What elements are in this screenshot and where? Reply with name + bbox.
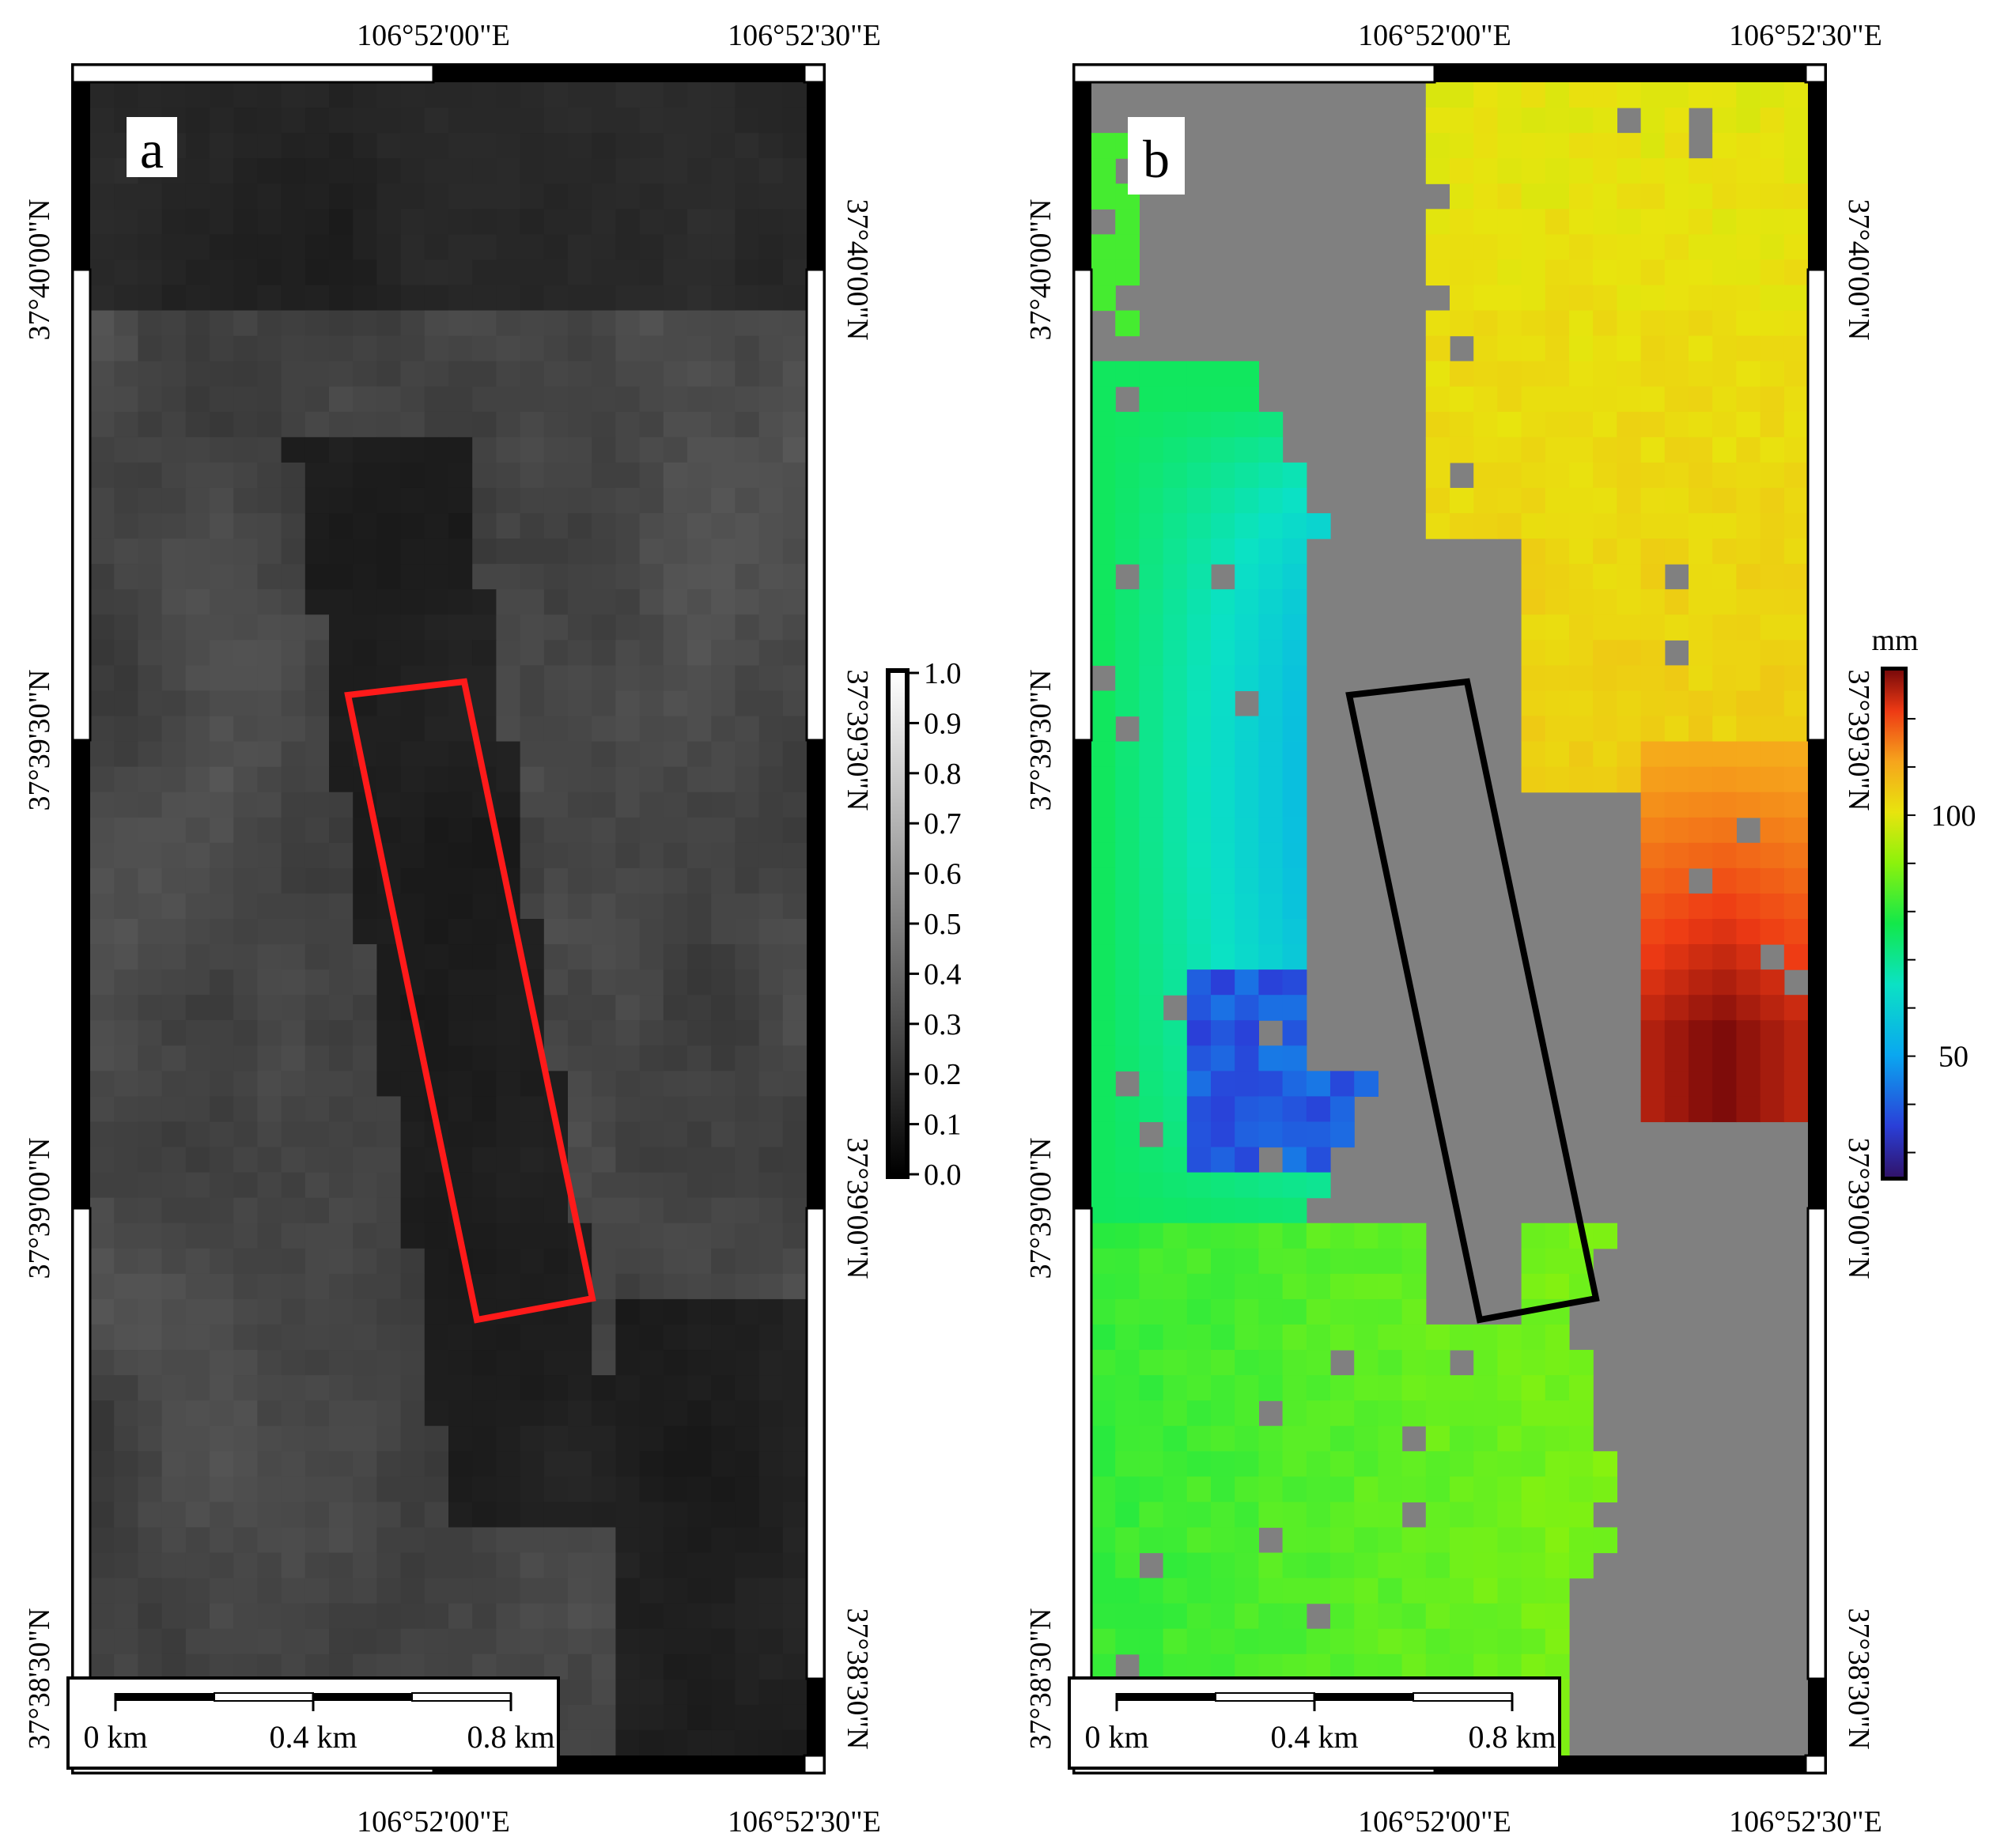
scalebar-b: 0 km 0.4 km 0.8 km (1068, 1676, 1561, 1770)
svg-text:37°39'00"N: 37°39'00"N (1024, 1138, 1057, 1279)
svg-text:37°38'30"N: 37°38'30"N (841, 1608, 874, 1750)
svg-text:37°38'30"N: 37°38'30"N (1024, 1608, 1057, 1750)
colorbar-tick-label: 0.9 (924, 707, 962, 740)
svg-text:37°40'00"N: 37°40'00"N (23, 199, 56, 341)
svg-text:106°52'30"E: 106°52'30"E (1729, 19, 1882, 52)
colorbar-unit-b: mm (1871, 624, 1918, 657)
colorbar-tick-label: 0.6 (924, 858, 962, 891)
svg-text:0.8 km: 0.8 km (467, 1719, 554, 1755)
colorbar-tick-label: 0.2 (924, 1058, 962, 1091)
svg-text:37°39'30"N: 37°39'30"N (841, 670, 874, 811)
svg-text:37°39'30"N: 37°39'30"N (1024, 670, 1057, 811)
panel-a: a 106°52'00"E 106°52'30"E 106°52'00"E 10… (23, 19, 962, 1839)
svg-text:106°52'30"E: 106°52'30"E (728, 19, 881, 52)
svg-text:0.8 km: 0.8 km (1468, 1719, 1556, 1755)
svg-text:37°39'00"N: 37°39'00"N (23, 1138, 56, 1279)
panel-letter-a: a (127, 117, 177, 180)
right-lat-labels-b: 37°40'00"N 37°39'30"N 37°39'00"N 37°38'3… (1842, 199, 1875, 1750)
svg-text:37°38'30"N: 37°38'30"N (23, 1608, 56, 1750)
colorbar-b: mm 100 50 (1871, 624, 1976, 1181)
svg-text:106°52'30"E: 106°52'30"E (1729, 1805, 1882, 1839)
bottom-lon-labels-b: 106°52'00"E 106°52'30"E (1358, 1805, 1882, 1839)
svg-text:37°39'30"N: 37°39'30"N (23, 670, 56, 811)
colorbar-tick-label: 0.1 (924, 1109, 962, 1142)
left-lat-labels-a: 37°40'00"N 37°39'30"N 37°39'00"N 37°38'3… (23, 199, 56, 1750)
panel-letter-b: b (1128, 117, 1185, 195)
panel-b: b 106°52'00"E 106°52'30"E 106°52'00"E 10… (1024, 19, 1976, 1839)
colorbar-tick-label: 50 (1938, 1041, 1969, 1074)
svg-text:37°38'30"N: 37°38'30"N (1842, 1608, 1875, 1750)
svg-text:37°40'00"N: 37°40'00"N (1842, 199, 1875, 341)
colorbar-tick-label: 1.0 (924, 657, 962, 690)
svg-text:0.4 km: 0.4 km (1270, 1719, 1358, 1755)
svg-text:0.4 km: 0.4 km (269, 1719, 357, 1755)
study-area-box-a (344, 678, 596, 1324)
svg-text:106°52'00"E: 106°52'00"E (357, 19, 510, 52)
colorbar-a: 1.0 0.9 0.8 0.7 0.6 0.5 0.4 0.3 0.2 0.1 0.0 (886, 657, 962, 1192)
colorbar-tick-label: 100 (1931, 799, 1976, 833)
svg-text:106°52'00"E: 106°52'00"E (1358, 1805, 1511, 1839)
svg-text:37°40'00"N: 37°40'00"N (841, 199, 874, 341)
svg-text:a: a (140, 119, 164, 180)
colorbar-tick-label: 0.8 (924, 758, 962, 791)
top-lon-labels-b: 106°52'00"E 106°52'30"E (1358, 19, 1882, 52)
colorbar-tick-label: 0.5 (924, 908, 962, 941)
coherence-map (73, 65, 824, 1773)
colorbar-tick-label: 0.4 (924, 958, 962, 991)
svg-text:b: b (1143, 129, 1170, 189)
colorbar-tick-label: 0.7 (924, 807, 962, 841)
colorbar-tick-label: 0.0 (924, 1158, 962, 1192)
study-area-box-b (1345, 678, 1600, 1324)
left-lat-labels-b: 37°40'00"N 37°39'30"N 37°39'00"N 37°38'3… (1024, 199, 1057, 1750)
svg-text:0 km: 0 km (1084, 1719, 1148, 1755)
svg-text:106°52'30"E: 106°52'30"E (728, 1805, 881, 1839)
svg-text:106°52'00"E: 106°52'00"E (357, 1805, 510, 1839)
scalebar-a: 0 km 0.4 km 0.8 km (66, 1676, 560, 1770)
svg-text:106°52'00"E: 106°52'00"E (1358, 19, 1511, 52)
bottom-lon-labels-a: 106°52'00"E 106°52'30"E (357, 1805, 881, 1839)
top-lon-labels-a: 106°52'00"E 106°52'30"E (357, 19, 881, 52)
deformation-map (1074, 65, 1825, 1773)
right-lat-labels-a: 37°40'00"N 37°39'30"N 37°39'00"N 37°38'3… (841, 199, 874, 1750)
svg-text:0 km: 0 km (83, 1719, 147, 1755)
svg-text:37°39'00"N: 37°39'00"N (841, 1138, 874, 1279)
svg-text:37°39'00"N: 37°39'00"N (1842, 1138, 1875, 1279)
svg-text:37°39'30"N: 37°39'30"N (1842, 670, 1875, 811)
svg-text:37°40'00"N: 37°40'00"N (1024, 199, 1057, 341)
colorbar-tick-label: 0.3 (924, 1008, 962, 1041)
